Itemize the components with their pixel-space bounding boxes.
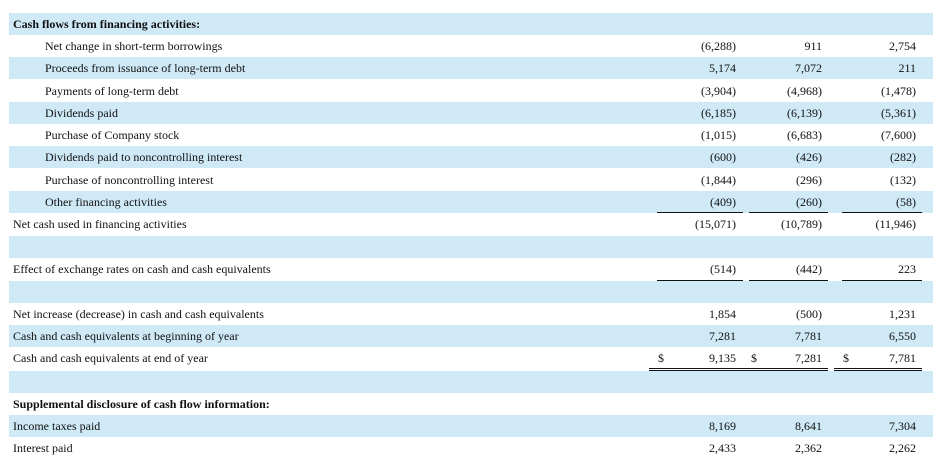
value-col1: (409) — [710, 195, 736, 209]
value-col3: (11,946) — [875, 217, 916, 231]
row-label: Interest paid — [13, 441, 73, 455]
section-header-financing: Cash flows from financing activities: — [9, 13, 933, 35]
value-col2: 7,281 — [795, 351, 822, 365]
row-label: Proceeds from issuance of long-term debt — [45, 61, 246, 75]
row-label: Net increase (decrease) in cash and cash… — [13, 307, 264, 321]
value-col3: (132) — [890, 173, 916, 187]
table-row: Net increase (decrease) in cash and cash… — [9, 303, 933, 325]
value-col1: (6,185) — [701, 106, 736, 120]
row-label: Effect of exchange rates on cash and cas… — [13, 262, 271, 276]
table-row: Cash and cash equivalents at beginning o… — [9, 325, 933, 347]
subtotal-rule — [842, 280, 922, 281]
value-col2: (4,968) — [787, 84, 822, 98]
row-label: Purchase of noncontrolling interest — [45, 173, 214, 187]
value-col1: 1,854 — [709, 307, 736, 321]
subtotal-rule — [657, 280, 743, 281]
row-label: Cash and cash equivalents at end of year — [13, 351, 208, 365]
value-col1: (3,904) — [701, 84, 736, 98]
table-row: Proceeds from issuance of long-term debt… — [9, 57, 933, 79]
value-col3: (7,600) — [881, 128, 916, 142]
table-row: Payments of long-term debt (3,904) (4,96… — [9, 80, 933, 102]
value-col1: (15,071) — [695, 217, 736, 231]
value-col1: 8,169 — [709, 419, 736, 433]
table-row: Dividends paid to noncontrolling interes… — [9, 146, 933, 168]
value-col3: (5,361) — [881, 106, 916, 120]
value-col2: 2,362 — [795, 441, 822, 455]
value-col2: (296) — [796, 173, 822, 187]
value-col3: 223 — [898, 262, 916, 276]
row-label: Other financing activities — [45, 195, 167, 209]
table-row: Purchase of Company stock (1,015) (6,683… — [9, 124, 933, 146]
value-col2: (260) — [796, 195, 822, 209]
value-col2: (6,683) — [787, 128, 822, 142]
value-col1: (6,288) — [701, 39, 736, 53]
value-col3: 2,262 — [889, 441, 916, 455]
table-row: Interest paid 2,433 2,362 2,262 — [9, 437, 933, 459]
value-col3: 2,754 — [889, 39, 916, 53]
value-col3: 7,781 — [889, 351, 916, 365]
value-col2: 911 — [804, 39, 822, 53]
dollar-sign: $ — [658, 351, 664, 365]
row-label: Payments of long-term debt — [45, 84, 179, 98]
value-col3: (282) — [890, 150, 916, 164]
value-col2: (442) — [796, 262, 822, 276]
value-col2: 8,641 — [795, 419, 822, 433]
row-label: Cash flows from financing activities: — [13, 17, 201, 31]
value-col3: 211 — [898, 61, 916, 75]
row-label: Dividends paid — [45, 106, 118, 120]
value-col2: (10,789) — [781, 217, 822, 231]
spacer-row — [9, 281, 933, 303]
total-row: Net cash used in financing activities (1… — [9, 213, 933, 235]
value-col3: (1,478) — [881, 84, 916, 98]
row-label: Net change in short-term borrowings — [45, 39, 223, 53]
value-col1: 7,281 — [709, 329, 736, 343]
section-header-supplemental: Supplemental disclosure of cash flow inf… — [9, 393, 933, 415]
subtotal-rule — [842, 212, 922, 213]
spacer-row — [9, 236, 933, 258]
subtotal-rule — [749, 212, 828, 213]
value-col3: (58) — [896, 195, 916, 209]
dollar-sign: $ — [751, 351, 757, 365]
value-col2: (500) — [796, 307, 822, 321]
row-label: Dividends paid to noncontrolling interes… — [45, 150, 243, 164]
table-row: Other financing activities (409) (260) (… — [9, 191, 933, 213]
row-label: Income taxes paid — [13, 419, 101, 433]
subtotal-rule — [749, 280, 828, 281]
table-row: Income taxes paid 8,169 8,641 7,304 — [9, 415, 933, 437]
double-rule — [742, 368, 828, 371]
value-col1: (1,844) — [701, 173, 736, 187]
value-col2: (6,139) — [787, 106, 822, 120]
value-col1: (514) — [710, 262, 736, 276]
value-col1: 5,174 — [709, 61, 736, 75]
table-row: Effect of exchange rates on cash and cas… — [9, 258, 933, 280]
double-rule — [649, 368, 743, 371]
value-col3: 1,231 — [889, 307, 916, 321]
row-label: Supplemental disclosure of cash flow inf… — [13, 397, 270, 411]
spacer-row — [9, 371, 933, 393]
value-col1: 9,135 — [709, 351, 736, 365]
value-col3: 7,304 — [889, 419, 916, 433]
row-label: Cash and cash equivalents at beginning o… — [13, 329, 239, 343]
row-label: Net cash used in financing activities — [13, 217, 187, 231]
value-col1: (1,015) — [701, 128, 736, 142]
value-col2: 7,781 — [795, 329, 822, 343]
dollar-sign: $ — [843, 351, 849, 365]
table-row: Net change in short-term borrowings (6,2… — [9, 35, 933, 57]
value-col2: 7,072 — [795, 61, 822, 75]
table-row: Dividends paid (6,185) (6,139) (5,361) — [9, 102, 933, 124]
subtotal-rule — [657, 212, 743, 213]
value-col1: (600) — [710, 150, 736, 164]
grand-total-row: Cash and cash equivalents at end of year… — [9, 347, 933, 369]
table-row: Purchase of noncontrolling interest (1,8… — [9, 169, 933, 191]
double-rule — [834, 368, 922, 371]
row-label: Purchase of Company stock — [45, 128, 180, 142]
value-col2: (426) — [796, 150, 822, 164]
value-col3: 6,550 — [889, 329, 916, 343]
value-col1: 2,433 — [709, 441, 736, 455]
